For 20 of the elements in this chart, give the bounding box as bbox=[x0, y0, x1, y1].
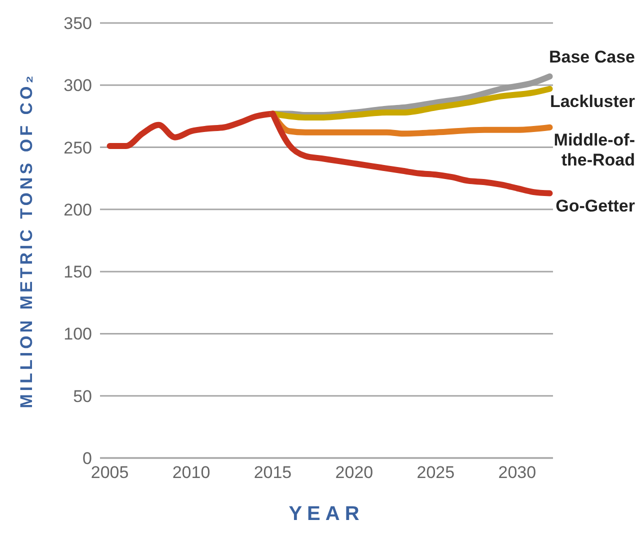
x-tick-label: 2030 bbox=[498, 463, 536, 482]
y-tick-label: 150 bbox=[64, 262, 92, 282]
x-tick-label: 2005 bbox=[90, 463, 129, 482]
y-tick-label: 300 bbox=[64, 76, 92, 96]
y-axis-title: MILLION METRIC TONS OF CO₂ bbox=[17, 72, 36, 408]
y-tick-label: 0 bbox=[82, 449, 92, 468]
series-label: Lackluster bbox=[550, 92, 636, 111]
x-axis-title: YEAR bbox=[288, 503, 364, 525]
y-tick-label: 350 bbox=[64, 14, 92, 34]
series-label: Go-Getter bbox=[556, 196, 636, 216]
series-label: Middle-of-the-Road bbox=[554, 130, 635, 170]
x-tick-label: 2015 bbox=[254, 463, 292, 482]
y-tick-label: 200 bbox=[64, 200, 92, 220]
y-tick-label: 100 bbox=[64, 324, 92, 344]
y-tick-label: 50 bbox=[73, 386, 92, 406]
series-label: Base Case bbox=[548, 47, 635, 66]
x-tick-label: 2025 bbox=[416, 463, 455, 482]
x-tick-label: 2020 bbox=[335, 463, 374, 482]
x-tick-label: 2010 bbox=[172, 463, 210, 482]
y-tick-label: 250 bbox=[64, 138, 92, 158]
